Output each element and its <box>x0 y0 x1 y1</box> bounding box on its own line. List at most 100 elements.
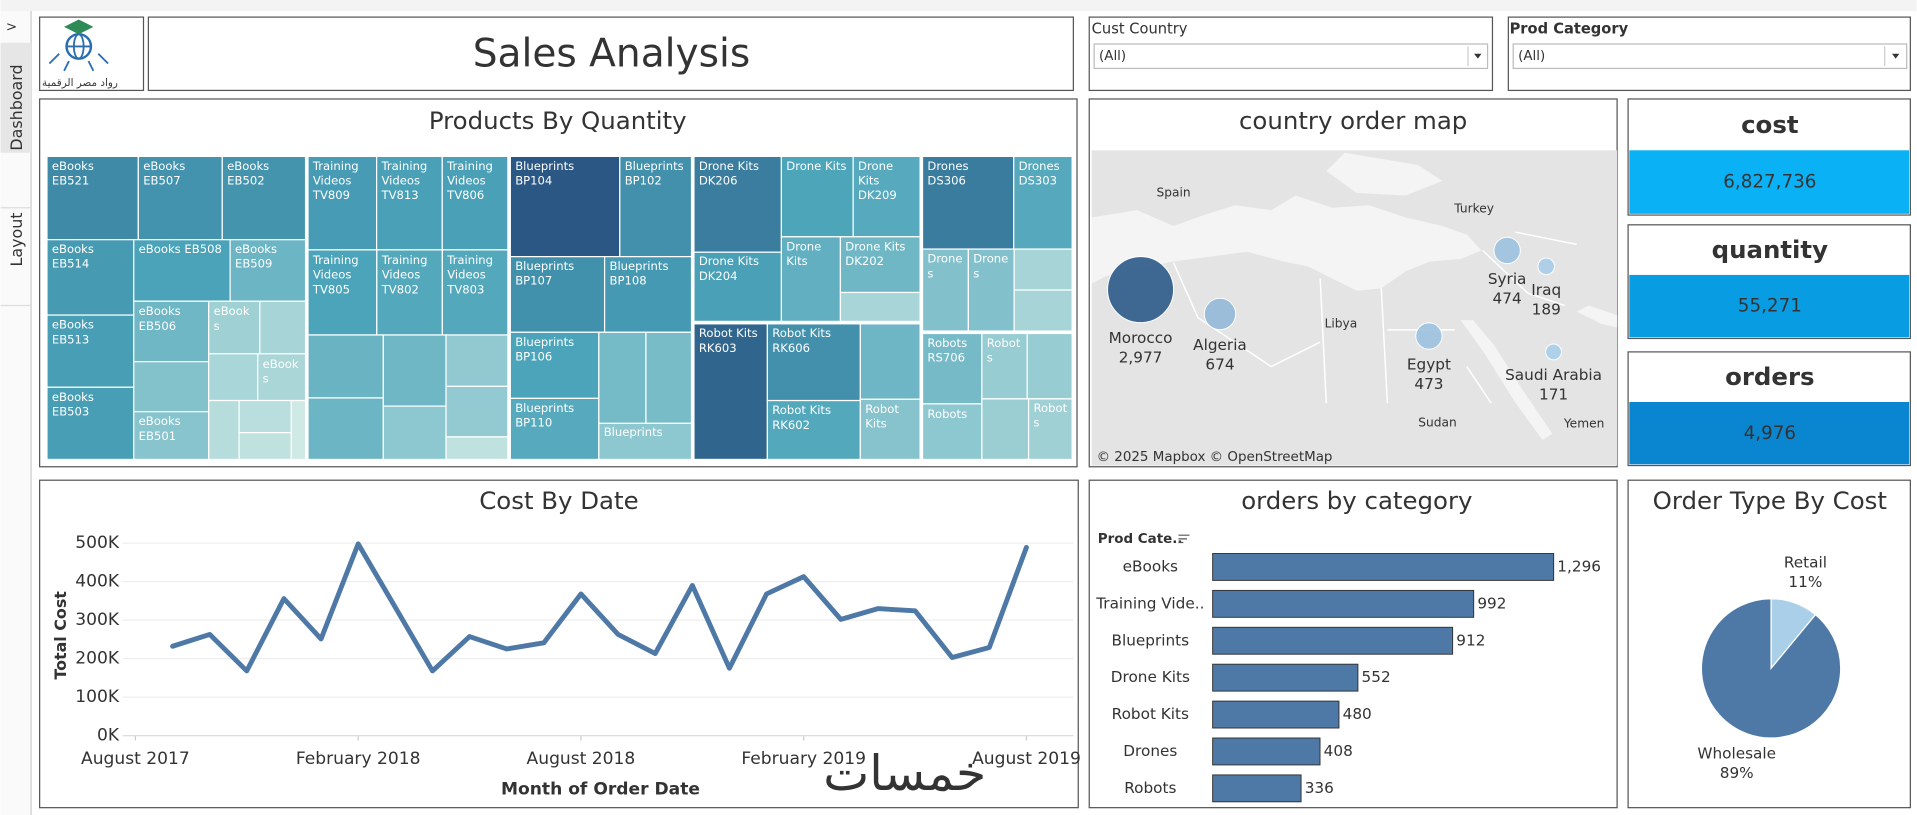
map-value-label: 473 <box>1414 375 1443 393</box>
map-bubble <box>1545 343 1562 361</box>
sidebar-toggle[interactable]: > <box>6 20 17 35</box>
tile-label: Robots <box>986 337 1021 366</box>
tile-label-box: Blueprints BP110 <box>515 402 574 430</box>
treemap-tile <box>133 411 210 461</box>
tile-label: Training Videos TV813 <box>381 160 428 203</box>
tile-label: Drone Kits DK204 <box>698 255 760 284</box>
category-label: Robot Kits <box>1112 705 1189 723</box>
tile-label-box: Training Videos TV805 <box>313 254 359 297</box>
tile-label: eBooks EB513 <box>51 318 94 347</box>
tile-label: Training Videos TV802 <box>381 253 428 297</box>
treemap-tile <box>382 405 447 461</box>
tile-label-box: eBooks EB514 <box>52 243 94 271</box>
dropdown-arrow[interactable] <box>1474 53 1482 59</box>
kpi-value: 4,976 <box>1744 423 1796 444</box>
tile-label-box: eBooks EB501 <box>138 415 181 444</box>
filter-dropdown[interactable] <box>1512 43 1908 70</box>
treemap-tile <box>46 314 135 388</box>
category-label: eBooks <box>1123 557 1178 575</box>
tile-label: Robot Kits RK606 <box>772 327 832 356</box>
map-place-label: Sudan <box>1418 415 1456 429</box>
tile-label-box: Drone Kits DK209 <box>858 160 897 203</box>
tile-label-box: Training Videos TV803 <box>447 254 493 297</box>
tile-label: Robot Kits RK602 <box>772 404 832 433</box>
y-tick-label: 200K <box>75 649 120 669</box>
chart-title: Order Type By Cost <box>1653 486 1887 515</box>
map-place-label: Turkey <box>1453 201 1494 215</box>
tile-label: Blueprints BP102 <box>624 160 684 189</box>
tile-label-box: eBooks EB509 <box>235 243 277 271</box>
treemap-tile <box>1026 332 1073 400</box>
map-bubble <box>1493 236 1521 265</box>
dropdown-arrow[interactable] <box>1892 53 1900 59</box>
treemap-tile <box>981 398 1030 461</box>
tile-label-box: Blueprints BP108 <box>609 260 668 288</box>
treemap-tile <box>839 291 921 322</box>
tile-label: Drone Kits <box>786 160 847 174</box>
treemap-tile <box>307 249 378 336</box>
filter-value[interactable]: (All) <box>1099 49 1126 64</box>
tile-label: eBooks EB501 <box>138 415 181 444</box>
bar <box>1212 774 1302 803</box>
dashboard-title: Sales Analysis <box>473 32 751 77</box>
treemap-tile <box>307 334 384 399</box>
map-value-label: 2,977 <box>1119 349 1163 367</box>
title-box <box>147 16 1074 92</box>
bar <box>1212 737 1321 766</box>
x-tick-label: August 2018 <box>527 749 636 769</box>
treemap-tile <box>981 332 1028 400</box>
sidebar-tab[interactable]: Layout <box>7 213 26 267</box>
tile-label: Robots <box>1033 402 1068 431</box>
tile-label: Blueprints BP107 <box>515 260 575 289</box>
pie-value-label: 89% <box>1720 764 1754 782</box>
treemap-tile <box>229 239 307 302</box>
tile-label-box: Robots RS706 <box>927 337 967 365</box>
sidebar-tab[interactable]: Dashboard <box>7 64 26 150</box>
map-place-label: Spain <box>1156 186 1190 200</box>
treemap-tile <box>598 331 647 424</box>
map-bubble <box>1203 297 1237 331</box>
tab-active[interactable] <box>0 42 32 153</box>
treemap-tile <box>445 334 509 387</box>
treemap-tile <box>441 249 509 336</box>
tile-label: Robot Kits RK603 <box>698 327 758 356</box>
treemap-tile <box>46 239 135 316</box>
value-label: 552 <box>1362 668 1391 686</box>
chart-title: country order map <box>1239 106 1467 135</box>
value-label: 1,296 <box>1557 557 1601 575</box>
pie-slice <box>1700 598 1842 739</box>
tile-label-box: Blueprints BP107 <box>515 260 575 289</box>
top-strip <box>0 0 1917 11</box>
category-label: Blueprints <box>1112 631 1190 649</box>
treemap-tile <box>208 353 259 402</box>
tile-label: Drones <box>927 252 963 281</box>
value-label: 408 <box>1324 742 1353 760</box>
treemap-tile <box>921 155 1015 250</box>
tile-label-box: Training Videos TV806 <box>447 160 493 203</box>
map-place-label: Yemen <box>1563 416 1604 430</box>
category-label: Drones <box>1123 742 1177 760</box>
watermark: خمسات <box>823 745 986 802</box>
treemap-tile <box>921 332 983 405</box>
treemap-tile <box>619 155 693 258</box>
x-tick-label: February 2019 <box>741 749 866 769</box>
kpi-band <box>1629 274 1910 338</box>
x-axis-title: Month of Order Date <box>501 779 700 799</box>
tile-label-box: Drones <box>973 253 1008 281</box>
treemap-tile <box>780 236 842 322</box>
tile-label: eBooks EB507 <box>143 160 186 189</box>
filter-label: Prod Category <box>1510 20 1629 37</box>
y-tick-label: 0K <box>97 726 120 746</box>
treemap-tile <box>290 399 307 461</box>
map-country-label: Egypt <box>1407 356 1451 374</box>
map-country-label: Algeria <box>1193 336 1247 354</box>
tile-label-box: eBooks EB507 <box>143 160 186 189</box>
treemap-tile <box>259 300 307 355</box>
tile-label: eBooks EB506 <box>138 304 181 333</box>
tile-label-box: Drone Kits <box>786 240 821 268</box>
tile-label-box: Training Videos TV802 <box>381 253 428 297</box>
chart-title: Products By Quantity <box>429 106 687 135</box>
filter-dropdown[interactable] <box>1093 43 1489 70</box>
treemap-tile <box>598 422 693 461</box>
filter-value[interactable]: (All) <box>1518 49 1545 64</box>
